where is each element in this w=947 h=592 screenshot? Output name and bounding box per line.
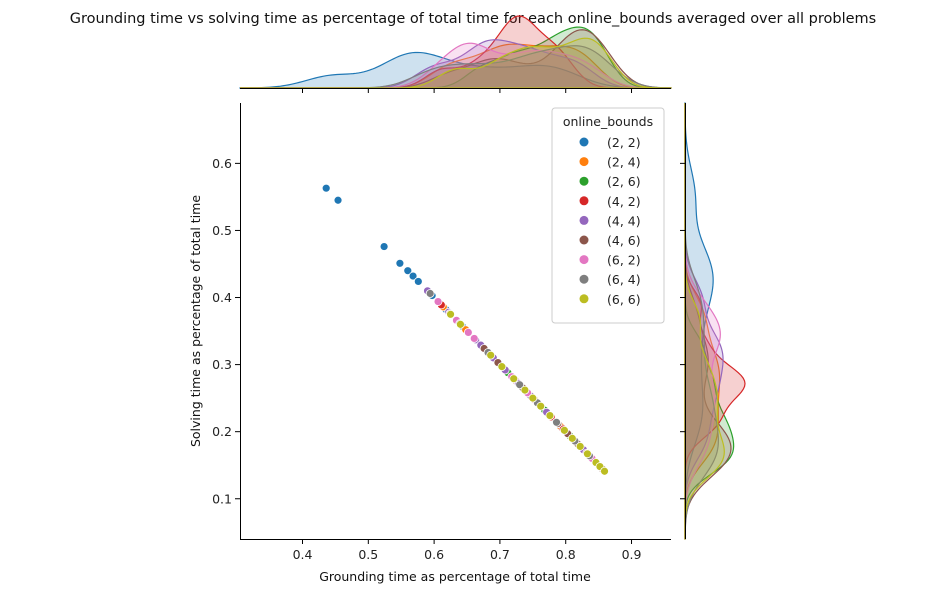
x-axis-ticks: 0.4 0.5 0.6 0.7 0.8 0.9 (293, 88, 642, 562)
top-marginal-kde (239, 15, 672, 89)
legend-marker (579, 274, 589, 284)
scatter-point (395, 258, 405, 268)
legend-label: (6, 6) (607, 292, 641, 307)
legend: online_bounds (2, 2) (2, 4) (2, 6) (4, 2) (4… (551, 107, 665, 324)
scatter-point (545, 411, 555, 420)
scatter-point (408, 271, 418, 281)
x-tick-label: 0.8 (556, 547, 576, 562)
scatter-point (515, 380, 525, 390)
chart-title: Grounding time vs solving time as percen… (70, 11, 877, 27)
right-marginal-kde (680, 102, 746, 540)
scatter-point (321, 183, 331, 193)
legend-marker (579, 215, 589, 225)
legend-label: (6, 2) (607, 253, 641, 268)
legend-label: (4, 2) (607, 194, 641, 209)
scatter-point (567, 433, 577, 443)
scatter-point (575, 442, 585, 451)
y-tick-label: 0.6 (212, 156, 232, 171)
legend-marker (579, 176, 589, 186)
x-tick-label: 0.7 (490, 547, 510, 562)
scatter-point (497, 362, 507, 372)
scatter-point (446, 309, 455, 319)
y-axis-ticks: 0.1 0.2 0.3 0.4 0.5 0.6 (212, 156, 240, 506)
scatter-point (433, 297, 443, 306)
legend-marker (579, 137, 589, 147)
main-scatter-axes: 0.4 0.5 0.6 0.7 0.8 0.9 0.1 0.2 0.3 0.4 0.5 0.6 Gr… (188, 88, 671, 584)
scatter-point (403, 266, 413, 276)
legend-label: (2, 2) (607, 135, 641, 150)
scatter-point (486, 350, 496, 360)
x-tick-label: 0.5 (358, 547, 378, 562)
x-tick-label: 0.9 (622, 547, 642, 562)
scatter-point (536, 401, 546, 411)
scatter-point (509, 374, 519, 384)
legend-label: (4, 4) (607, 213, 641, 228)
y-tick-label: 0.1 (212, 491, 232, 506)
legend-marker (579, 294, 589, 304)
legend-marker (579, 196, 589, 206)
scatter-points (321, 183, 609, 476)
y-tick-label: 0.2 (212, 424, 232, 439)
x-tick-label: 0.6 (424, 547, 444, 562)
x-tick-label: 0.4 (293, 547, 313, 562)
scatter-point (560, 425, 569, 435)
scatter-point (456, 319, 465, 329)
legend-marker (579, 157, 589, 167)
y-axis-label: Solving time as percentage of total time (188, 195, 203, 447)
legend-marker (579, 235, 589, 245)
scatter-point (333, 195, 343, 205)
y-tick-label: 0.5 (212, 223, 232, 238)
scatter-point (413, 277, 423, 286)
scatter-point (520, 385, 530, 395)
scatter-point (463, 327, 473, 337)
scatter-point (600, 466, 609, 476)
x-axis-label: Grounding time as percentage of total ti… (319, 569, 591, 584)
legend-label: (2, 6) (607, 174, 641, 189)
legend-label: (4, 6) (607, 233, 641, 248)
legend-title: online_bounds (563, 114, 653, 129)
scatter-point (425, 289, 435, 298)
scatter-point (528, 393, 538, 403)
legend-marker (579, 255, 589, 265)
scatter-point (469, 334, 479, 343)
y-tick-label: 0.4 (212, 290, 232, 305)
legend-label: (2, 4) (607, 155, 641, 170)
scatter-point (583, 449, 592, 459)
legend-label: (6, 4) (607, 272, 641, 287)
y-tick-label: 0.3 (212, 357, 232, 372)
scatter-point (552, 417, 561, 427)
scatter-point (379, 242, 389, 251)
